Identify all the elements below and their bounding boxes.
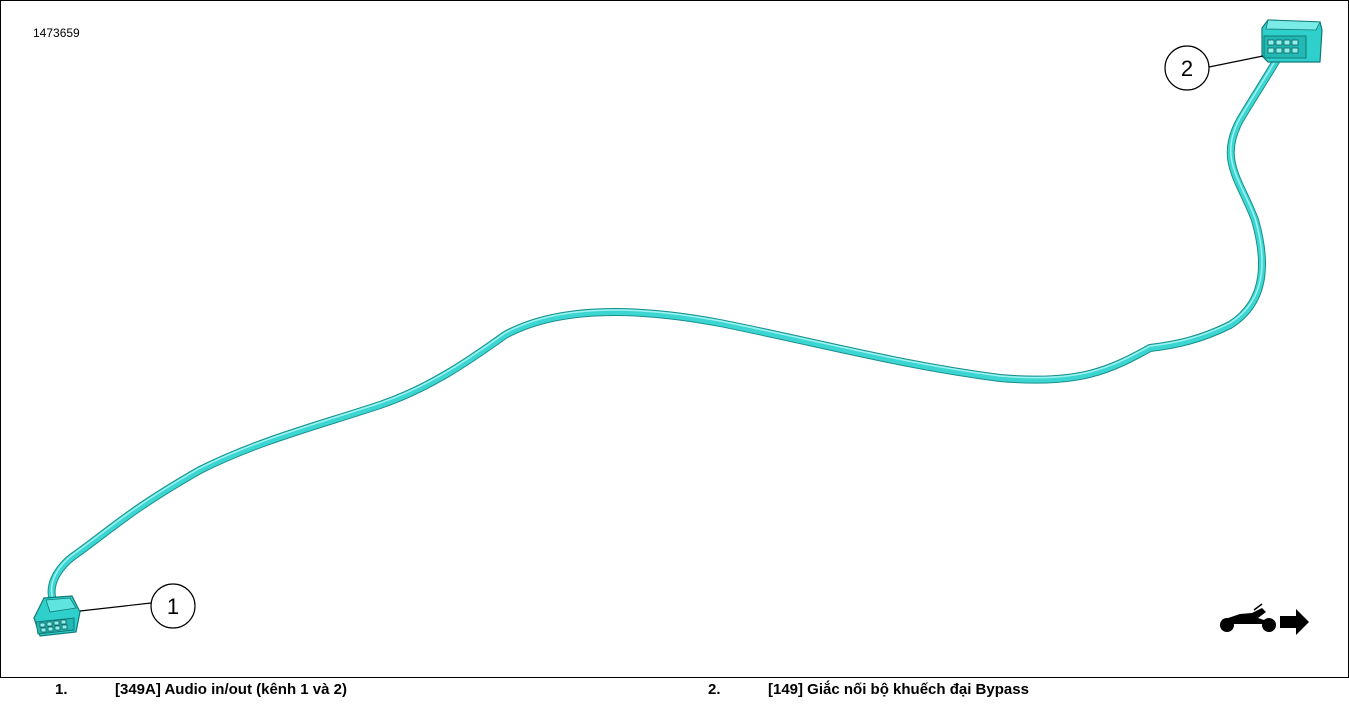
legend-item-number: 1. bbox=[55, 681, 68, 698]
legend-item-label: [149] Giắc nối bộ khuếch đại Bypass bbox=[768, 681, 1029, 698]
legend-item-number: 2. bbox=[708, 681, 721, 698]
diagram-frame bbox=[0, 0, 1349, 678]
legend: 1. [349A] Audio in/out (kênh 1 và 2) 2. … bbox=[0, 680, 1349, 704]
legend-item-label: [349A] Audio in/out (kênh 1 và 2) bbox=[115, 681, 347, 698]
motorcycle-forward-arrow-icon bbox=[1220, 603, 1309, 635]
harness-cable bbox=[48, 55, 1281, 615]
connector-149 bbox=[1261, 19, 1323, 63]
harness-cable-shadow bbox=[47, 54, 1282, 616]
harness-cable-highlight bbox=[50, 55, 1279, 611]
callout-1: 1 bbox=[79, 583, 196, 629]
callout-2-number: 2 bbox=[1181, 56, 1193, 81]
callout-1-number: 1 bbox=[167, 594, 179, 619]
wiring-harness-illustration: 1 2 bbox=[33, 19, 1323, 637]
connector-349a bbox=[33, 595, 81, 637]
callout-2: 2 bbox=[1164, 45, 1264, 91]
figure-id: 1473659 bbox=[33, 26, 80, 40]
